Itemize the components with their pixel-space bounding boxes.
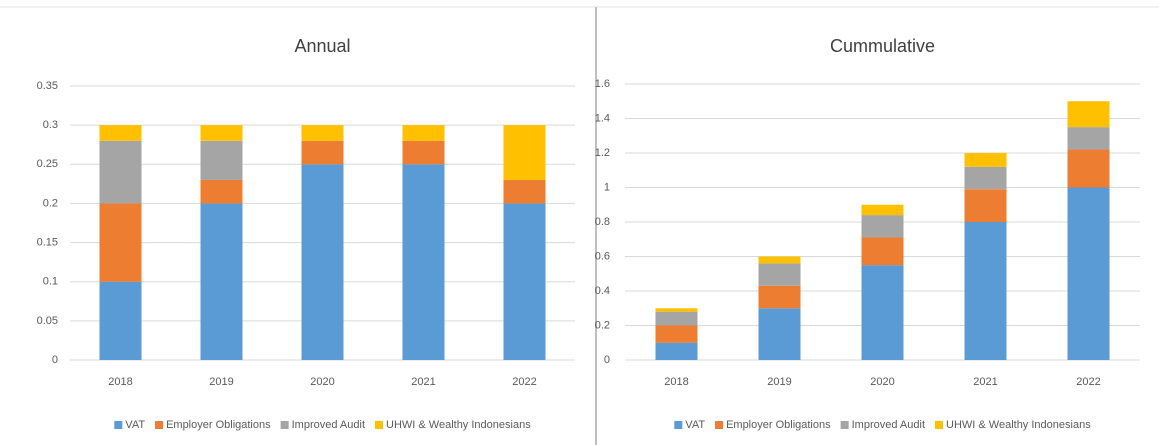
legend-swatch [674,421,683,429]
x-tick-label: 2020 [310,376,334,388]
bar-segment [861,204,904,216]
bar-segment [655,342,698,360]
bar-segment [99,281,142,360]
bar-segment [655,325,698,343]
legend-swatch [715,421,724,429]
legend-label: Improved Audit [852,419,925,431]
chart-title: Cummulative [830,36,935,56]
bar-segment [964,222,1007,360]
x-tick-label: 2022 [1076,376,1100,388]
bar-segment [200,125,243,141]
bar-segment [655,311,698,326]
y-tick-label: 0.35 [37,80,58,92]
x-tick-label: 2021 [411,376,435,388]
bar-segment [1067,127,1110,150]
bar-segment [402,125,445,141]
bar-segment [200,179,243,204]
x-tick-label: 2021 [973,376,997,388]
legend-swatch [935,421,943,429]
bar-segment [861,237,904,266]
bar-segment [402,164,445,360]
legend-swatch [375,421,383,429]
bar-segment [99,125,142,141]
y-tick-label: 0.05 [37,315,58,327]
x-tick-label: 2018 [664,376,688,388]
y-tick-label: 1.2 [595,147,610,159]
bar-segment [758,285,801,309]
bar-segment [861,265,904,360]
bar-segment [99,203,142,282]
x-tick-label: 2022 [512,376,536,388]
bar-segment [99,140,142,204]
bar-segment [503,179,546,204]
bar-segment [503,203,546,360]
bar-segment [200,203,243,360]
bar-segment [964,153,1007,167]
chart-title: Annual [294,36,350,56]
bar-segment [503,125,546,180]
y-tick-label: 0.15 [37,236,58,248]
bar-segment [200,140,243,180]
legend-label: Improved Audit [292,419,365,431]
legend-label: VAT [125,419,145,431]
y-tick-label: 1.6 [595,78,610,90]
y-tick-label: 0.25 [37,158,58,170]
legend-label: UHWI & Wealthy Indonesians [386,419,531,431]
bar-segment [1067,149,1110,188]
legend-swatch [155,421,164,429]
bar-segment [301,125,344,141]
x-tick-label: 2018 [108,376,132,388]
bar-segment [758,308,801,360]
y-tick-label: 1 [604,181,610,193]
bar-segment [964,189,1007,222]
x-tick-label: 2019 [209,376,233,388]
y-tick-label: 0.2 [43,197,58,209]
legend-label: UHWI & Wealthy Indonesians [946,419,1091,431]
y-tick-label: 0 [604,354,610,366]
x-tick-label: 2019 [767,376,791,388]
y-tick-label: 0.1 [43,276,58,288]
bar-segment [301,164,344,360]
bar-segment [1067,101,1110,128]
x-tick-label: 2020 [870,376,894,388]
bar-segment [1067,187,1110,360]
bar-segment [655,308,698,312]
legend-swatch [840,421,849,429]
y-tick-label: 0.2 [595,319,610,331]
legend-swatch [114,421,123,429]
y-tick-label: 0.4 [595,285,610,297]
y-tick-label: 0.8 [595,216,610,228]
legend-label: Employer Obligations [726,419,831,431]
y-tick-label: 1.4 [595,112,610,124]
legend-swatch [280,421,289,429]
y-tick-label: 0.6 [595,250,610,262]
bar-segment [758,263,801,286]
bar-segment [301,140,344,165]
y-tick-label: 0.3 [43,119,58,131]
bar-segment [861,215,904,238]
legend-label: Employer Obligations [166,419,271,431]
bar-segment [402,140,445,165]
y-tick-label: 0 [52,354,58,366]
bar-segment [758,256,801,264]
legend-label: VAT [685,419,705,431]
bar-segment [964,166,1007,190]
